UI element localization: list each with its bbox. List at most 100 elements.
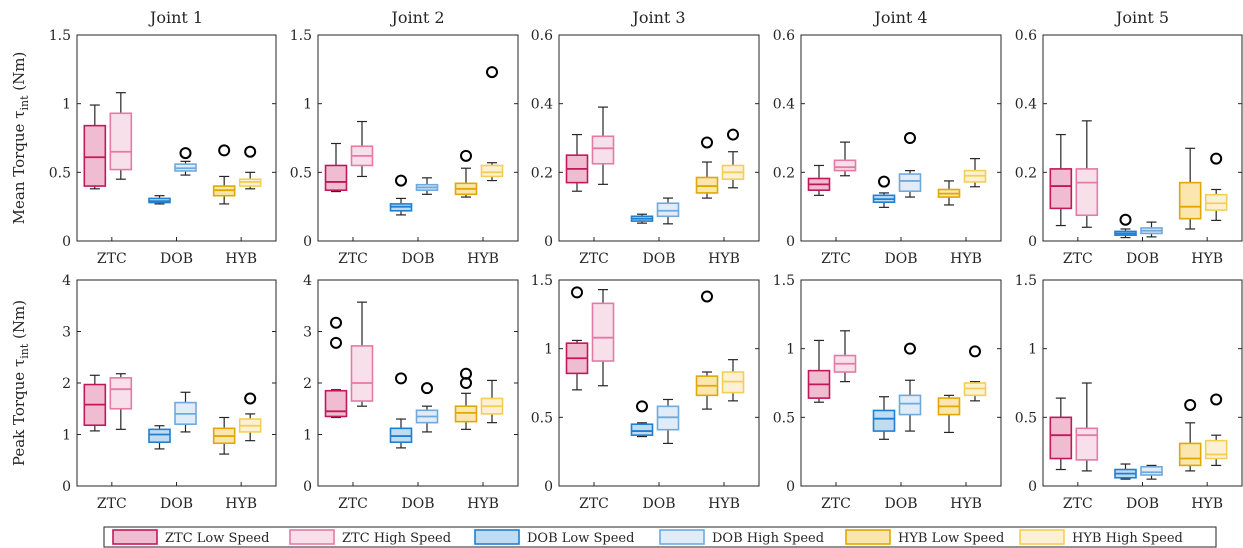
x-tick-label: DOB	[1126, 496, 1159, 512]
x-tick-label: DOB	[643, 496, 676, 512]
box-hyb-low-speed	[454, 367, 478, 430]
box-dob-low-speed	[389, 372, 413, 449]
y-tick-label: 1	[544, 342, 553, 358]
panel-title: Joint 2	[389, 8, 444, 27]
y-tick-label: 0.5	[49, 165, 71, 181]
panel-title: Joint 1	[148, 8, 203, 27]
outlier-point	[969, 345, 981, 358]
outlier-point	[395, 174, 407, 187]
x-tick-label: HYB	[708, 496, 740, 512]
box-dob-low-speed	[872, 396, 896, 440]
outlier-point	[179, 147, 192, 160]
y-tick-label: 2	[62, 376, 71, 392]
panel-r1-c3: 0 0.5 1 1.5 ZTC DOB HYB	[773, 273, 1002, 512]
x-tick-label: ZTC	[1063, 496, 1093, 512]
box-hyb-high-speed	[480, 379, 504, 424]
box-dob-low-speed	[1114, 213, 1137, 239]
y-tick-label: 0.4	[531, 97, 553, 113]
box-hyb-low-speed	[454, 149, 478, 198]
box-dob-low-speed	[630, 213, 654, 224]
legend-swatch	[845, 529, 891, 545]
legend-label: ZTC High Speed	[342, 531, 451, 546]
box-hyb-low-speed	[212, 416, 236, 455]
y-axis-label-main: Mean Torque τ	[10, 111, 28, 225]
y-tick-label: 0	[303, 234, 312, 250]
panel-r0-c3: 0 0.2 0.4 0.6 ZTC DOB HYB Joint 4	[773, 8, 1002, 267]
box-dob-low-speed	[1114, 463, 1137, 480]
box-dob-high-speed	[656, 398, 680, 445]
x-tick-label: HYB	[950, 496, 982, 512]
iqr-box	[83, 124, 107, 187]
iqr-box	[1140, 465, 1163, 476]
box-ztc-low-speed	[83, 374, 107, 432]
box-hyb-high-speed	[238, 145, 262, 190]
y-tick-label: 0	[1028, 234, 1037, 250]
box-ztc-high-speed	[591, 106, 615, 185]
box-ztc-high-speed	[1075, 120, 1099, 228]
y-tick-label: 2	[303, 376, 312, 392]
x-tick-label: HYB	[225, 251, 257, 267]
x-tick-label: ZTC	[338, 496, 368, 512]
box-ztc-high-speed	[591, 289, 615, 387]
outlier-point	[460, 377, 472, 389]
box-ztc-high-speed	[350, 120, 374, 178]
y-tick-label: 0.5	[1015, 410, 1037, 426]
legend-swatch	[112, 529, 158, 545]
y-tick-label: 0.2	[531, 165, 553, 181]
iqr-box	[350, 345, 374, 402]
box-ztc-low-speed	[83, 104, 107, 190]
outlier-point	[1119, 213, 1132, 226]
outlier-point	[1210, 393, 1223, 406]
iqr-box	[833, 159, 857, 172]
y-axis-label: Peak Torque τint (Nm)	[10, 300, 31, 466]
panel-r0-c4: 0 0.2 0.4 0.6 ZTC DOB HYB Joint 5	[1015, 8, 1243, 267]
box-ztc-high-speed	[109, 373, 133, 430]
box-ztc-low-speed	[324, 142, 348, 193]
x-tick-label: ZTC	[579, 496, 609, 512]
legend-label: HYB High Speed	[1072, 531, 1183, 546]
panel-title: Joint 5	[1114, 8, 1169, 27]
y-tick-label: 3	[303, 325, 312, 341]
iqr-box	[1075, 168, 1099, 217]
y-axis-label-subscript: int	[18, 95, 31, 111]
box-ztc-high-speed	[109, 92, 133, 180]
outlier-point	[571, 286, 583, 299]
y-tick-label: 0	[303, 479, 312, 495]
x-tick-label: ZTC	[579, 251, 609, 267]
legend-label: HYB Low Speed	[898, 531, 1004, 546]
x-tick-label: ZTC	[97, 496, 127, 512]
box-dob-high-speed	[1140, 464, 1163, 480]
x-tick-label: DOB	[402, 496, 435, 512]
axes-frame	[317, 279, 519, 487]
x-tick-label: ZTC	[97, 251, 127, 267]
box-dob-high-speed	[174, 391, 197, 433]
box-dob-low-speed	[872, 175, 896, 208]
legend-label: ZTC Low Speed	[165, 531, 269, 546]
panel-r0-c2: 0 0.2 0.4 0.6 ZTC DOB HYB Joint 3	[531, 8, 760, 267]
box-hyb-low-speed	[1178, 147, 1202, 230]
box-dob-high-speed	[1140, 221, 1163, 238]
box-ztc-high-speed	[833, 141, 857, 177]
y-tick-label: 0	[1028, 479, 1037, 495]
box-dob-high-speed	[898, 342, 922, 432]
x-tick-label: DOB	[885, 251, 918, 267]
box-hyb-low-speed	[695, 290, 719, 410]
x-tick-label: ZTC	[821, 251, 851, 267]
panel-title: Joint 4	[872, 8, 927, 27]
legend: ZTC Low Speed ZTC High Speed DOB Low Speed…	[103, 526, 1217, 548]
box-ztc-low-speed	[324, 316, 348, 419]
axes-frame	[76, 279, 277, 487]
y-axis-label-subscript: int	[18, 343, 31, 359]
y-tick-label: 1.5	[773, 273, 795, 289]
box-hyb-high-speed	[1204, 393, 1228, 466]
box-dob-low-speed	[630, 400, 654, 438]
y-tick-label: 1	[303, 428, 312, 444]
x-tick-label: HYB	[467, 496, 499, 512]
y-tick-label: 0	[544, 234, 553, 250]
x-tick-label: ZTC	[1063, 251, 1093, 267]
y-tick-label: 0.6	[531, 28, 553, 44]
panel-title: Joint 3	[630, 8, 685, 27]
iqr-box	[591, 135, 615, 165]
legend-label: DOB High Speed	[712, 531, 824, 546]
